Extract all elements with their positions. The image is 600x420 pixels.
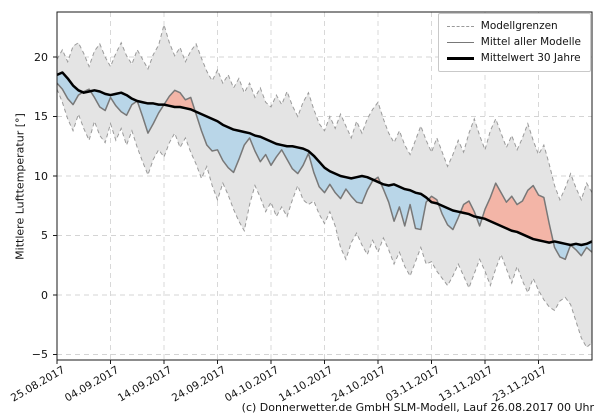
legend-item-mittel-aller-modelle: Mittel aller Modelle — [446, 35, 581, 51]
copyright-caption: (c) Donnerwetter.de GmbH SLM-Modell, Lau… — [241, 401, 594, 414]
legend-label: Mittelwert 30 Jahre — [480, 51, 581, 64]
legend-label: Modellgrenzen — [480, 20, 558, 32]
climate-mean-line — [56, 71, 593, 247]
y-tick-label-15: 15 — [34, 110, 48, 123]
solid-line-sample-icon — [446, 42, 474, 44]
legend: Modellgrenzen Mittel aller Modelle Mitte… — [437, 13, 591, 73]
legend-item-mittelwert-30-jahre: Mittelwert 30 Jahre — [446, 51, 581, 67]
y-tick-label-10: 10 — [34, 169, 48, 183]
y-tick-label-minus5: −5 — [31, 348, 48, 361]
model-mean-line — [56, 82, 593, 261]
y-tick-label-20: 20 — [34, 50, 48, 64]
dashed-line-sample-icon — [446, 26, 474, 28]
legend-label: Mittel aller Modelle — [480, 35, 581, 48]
model-range-upper-line — [56, 23, 593, 202]
legend-item-modellgrenzen: Modellgrenzen — [446, 19, 581, 35]
warm-anomaly-fill — [57, 72, 592, 246]
model-range-lower-line — [56, 88, 593, 349]
y-tick-label-0: 0 — [41, 288, 48, 302]
y-tick-label-5: 5 — [41, 229, 48, 242]
thick-line-sample-icon — [446, 56, 474, 60]
